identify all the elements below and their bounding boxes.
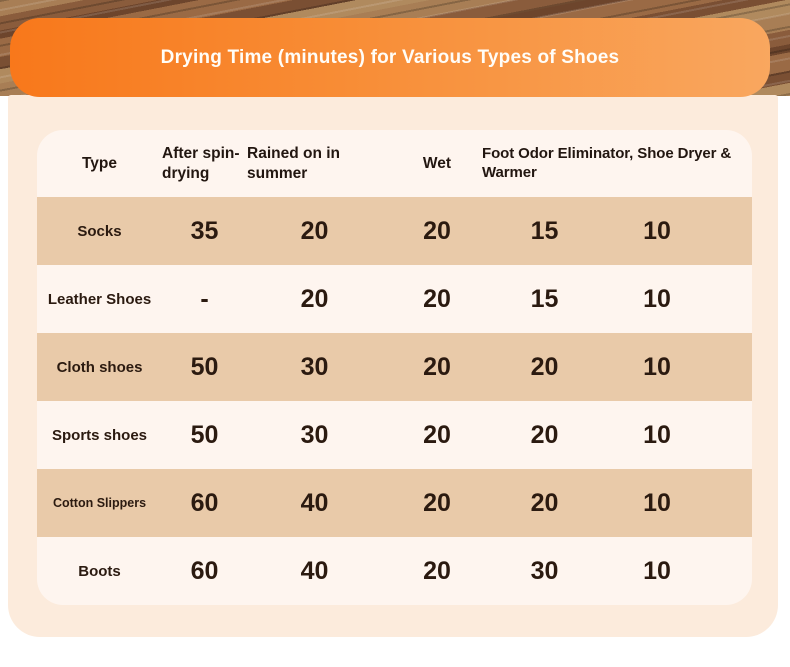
- row-value: 20: [423, 352, 451, 381]
- row-value: 10: [643, 488, 671, 517]
- row-value: 20: [423, 284, 451, 313]
- row-value: 10: [643, 284, 671, 313]
- row-type-label: Cotton Slippers: [52, 496, 147, 510]
- row-value: 60: [190, 488, 219, 517]
- row-value: 30: [300, 352, 329, 381]
- row-value: 15: [530, 284, 559, 313]
- row-value: 20: [530, 488, 559, 517]
- row-value: 10: [643, 216, 671, 245]
- row-value: 10: [643, 420, 671, 449]
- row-value: 15: [530, 216, 559, 245]
- row-type-label: Cloth shoes: [56, 358, 143, 376]
- row-value: 35: [190, 216, 219, 245]
- row-value: 60: [190, 556, 219, 585]
- title-banner: Drying Time (minutes) for Various Types …: [10, 18, 770, 97]
- row-type-label: Leather Shoes: [47, 290, 152, 308]
- column-header-rained-on-in-summer: Rained on in summer: [247, 145, 340, 182]
- row-value: -: [200, 284, 209, 313]
- column-header-wet: Wet: [422, 154, 452, 172]
- row-type-label: Socks: [77, 222, 122, 240]
- row-value: 20: [530, 352, 559, 381]
- row-value: 40: [300, 556, 329, 585]
- table-header-row: Type After spin-drying Rained on in summ…: [37, 130, 752, 197]
- column-header-after-spin-drying: After spin-drying: [162, 145, 240, 182]
- row-value: 20: [423, 488, 451, 517]
- row-value: 40: [300, 488, 329, 517]
- column-header-foot-odor-eliminator: Foot Odor Eliminator, Shoe Dryer & Warme…: [482, 144, 732, 181]
- table-row-leather-shoes: Leather Shoes - 20 20 15 10: [37, 265, 752, 333]
- column-header-type: Type: [81, 154, 118, 172]
- row-value: 10: [643, 352, 671, 381]
- row-value: 20: [423, 420, 451, 449]
- table-row-socks: Socks 35 20 20 15 10: [37, 197, 752, 265]
- drying-time-table: Type After spin-drying Rained on in summ…: [37, 130, 752, 605]
- page-title: Drying Time (minutes) for Various Types …: [160, 46, 620, 68]
- table-row-cotton-slippers: Cotton Slippers 60 40 20 20 10: [37, 469, 752, 537]
- table-row-sports-shoes: Sports shoes 50 30 20 20 10: [37, 401, 752, 469]
- row-value: 20: [423, 556, 451, 585]
- row-value: 10: [643, 556, 671, 585]
- row-value: 30: [300, 420, 329, 449]
- row-value: 20: [530, 420, 559, 449]
- row-value: 50: [190, 420, 219, 449]
- row-value: 20: [300, 216, 329, 245]
- row-type-label: Sports shoes: [51, 426, 148, 444]
- table-row-cloth-shoes: Cloth shoes 50 30 20 20 10: [37, 333, 752, 401]
- table-row-boots: Boots 60 40 20 30 10: [37, 537, 752, 605]
- row-value: 50: [190, 352, 219, 381]
- row-value: 30: [530, 556, 559, 585]
- row-type-label: Boots: [78, 562, 121, 580]
- row-value: 20: [300, 284, 329, 313]
- row-value: 20: [423, 216, 451, 245]
